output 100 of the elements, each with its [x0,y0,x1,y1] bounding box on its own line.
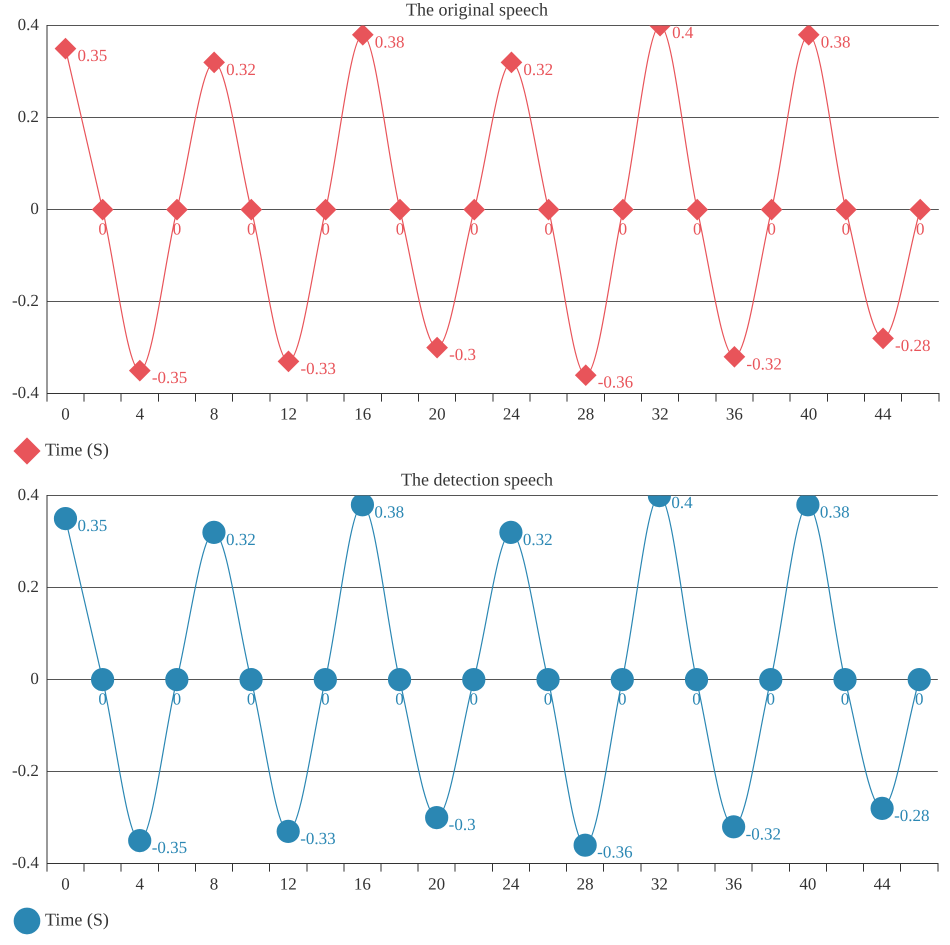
data-label: 0 [172,690,182,709]
x-tick-label: 28 [577,404,594,424]
data-label: 0.35 [77,516,108,536]
chart-title: The original speech [406,0,548,20]
point [389,199,411,220]
y-tick-label: 0.2 [18,107,39,126]
data-label: 0 [914,690,924,709]
x-tick-label: 8 [210,404,218,424]
point [204,52,225,73]
point [538,199,560,220]
data-label: -0.32 [746,354,782,374]
point [54,38,76,60]
y-tick-label: -0.4 [12,853,40,872]
point [462,668,486,692]
x-tick-label: 20 [428,874,446,894]
x-tick-label: 4 [136,404,145,424]
x-tick-label: 32 [652,404,669,424]
point [908,668,931,692]
y-tick-label: -0.4 [12,383,40,402]
data-label: 0 [395,690,404,709]
data-label: 0 [470,220,479,239]
point [388,668,412,692]
x-tick-label: 20 [428,404,446,424]
data-label: 0 [172,220,182,239]
data-label: 0 [321,220,330,239]
data-label: 0.35 [77,46,108,66]
point [278,350,300,372]
data-label: 0 [247,220,256,239]
data-label: 0.38 [820,502,850,522]
point [722,815,746,838]
x-tick-label: 40 [800,404,818,424]
data-label: 0 [98,220,107,239]
point [90,668,114,692]
point [833,668,857,692]
data-label: 0 [321,690,330,709]
point [426,337,448,358]
data-label: 0 [916,220,924,239]
y-tick-label: -0.2 [12,761,39,780]
data-label: 0 [766,690,776,709]
data-label: 0.32 [226,60,256,79]
x-tick-label: 4 [135,874,144,894]
data-label: -0.28 [894,806,930,825]
y-tick-label: 0.4 [18,485,40,504]
data-label: 0.38 [820,32,850,52]
data-label: 0.4 [672,23,694,42]
point [686,199,708,220]
data-label: -0.3 [448,815,476,834]
y-tick-label: -0.2 [12,291,39,310]
data-label: 0 [618,220,628,239]
legend-label: Time (S) [45,910,109,930]
point [610,668,634,692]
point [760,199,782,220]
data-label: -0.28 [895,336,930,355]
data-label: 0.32 [226,530,256,549]
x-tick-label: 12 [280,874,297,894]
data-label: 0.32 [522,530,553,549]
point [910,199,931,220]
point [129,360,150,382]
point [315,199,336,220]
data-label: 0 [470,690,478,709]
point [128,829,152,852]
data-label: 0 [544,690,552,709]
data-label: -0.3 [449,345,476,364]
point [350,496,374,516]
data-label: 0 [98,690,107,709]
x-tick-label: 44 [874,404,892,424]
data-label: -0.35 [152,838,188,858]
point [202,520,226,544]
x-tick-label: 44 [874,874,892,894]
data-label: 0 [692,220,702,239]
point [499,520,523,544]
point [798,26,820,46]
x-tick-label: 0 [61,874,70,894]
y-tick-label: 0 [30,199,39,218]
data-label: -0.36 [598,372,634,392]
x-tick-label: 40 [799,874,816,894]
data-label: 0.38 [374,32,405,52]
point [352,26,374,46]
x-tick-label: 24 [502,404,520,424]
data-label: 0 [692,690,701,709]
y-tick-label: 0.4 [18,15,40,34]
point [500,52,522,73]
data-label: 0 [544,220,553,239]
data-label: 0.32 [523,60,554,79]
point [796,496,820,516]
x-tick-label: 0 [61,404,70,424]
x-tick-label: 16 [354,404,372,424]
point [835,199,856,220]
point [684,668,708,692]
x-tick-label: 28 [576,874,594,894]
point [536,668,560,692]
chart-title: The detection speech [401,470,553,490]
point [872,328,894,349]
point [165,668,188,692]
point [239,668,263,692]
y-tick-label: 0 [30,669,39,688]
data-label: -0.36 [597,842,633,862]
point [166,199,188,220]
point [425,806,448,830]
x-tick-label: 16 [354,874,371,894]
